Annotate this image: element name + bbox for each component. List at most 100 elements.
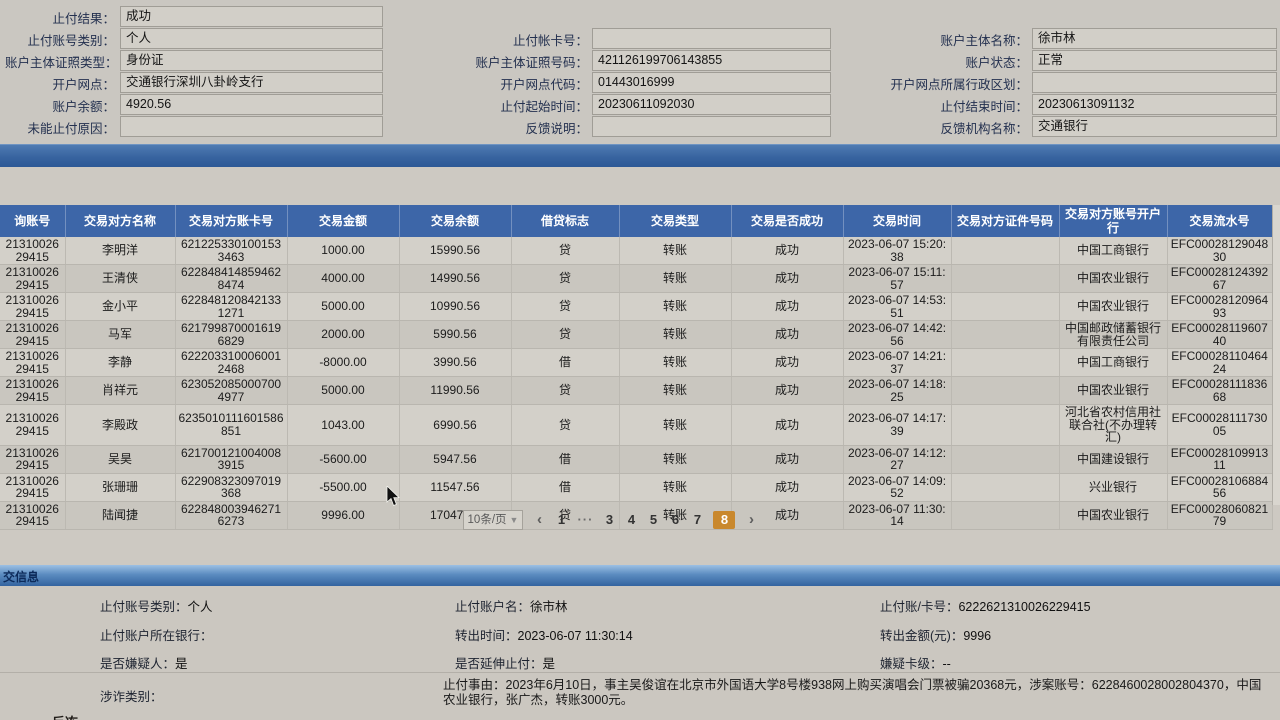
cell-amount: 4000.00 <box>287 264 400 293</box>
cell-party-bank: 中国工商银行 <box>1059 237 1168 265</box>
cell-serial: EFC0002810991311 <box>1167 445 1273 474</box>
cell-balance: 11547.56 <box>399 473 512 502</box>
field-value: 徐市林 <box>530 600 568 614</box>
table-row[interactable]: 2131002629415 李殿政 6235010111601586851 10… <box>0 404 1273 446</box>
cell-success: 成功 <box>731 501 844 530</box>
chevron-down-icon: ▼ <box>509 514 519 525</box>
transaction-table: 询账号 交易对方名称 交易对方账卡号 交易金额 交易余额 借贷标志 交易类型 交… <box>0 205 1273 530</box>
balance-field: 4920.56 <box>120 94 383 115</box>
cell-serial: EFC0002806082179 <box>1167 501 1273 530</box>
detail-card-no: 止付账/卡号：6222621310026229415 <box>880 596 1091 615</box>
cell-party-cert <box>951 473 1060 502</box>
cell-time: 2023-06-07 14:21:37 <box>843 348 952 377</box>
field-value: 4920.56 <box>126 97 172 111</box>
cell-serial: EFC0002811183668 <box>1167 376 1273 405</box>
cell-account: 2131002629415 <box>0 501 66 530</box>
cell-party-cert <box>951 320 1060 349</box>
cell-type: 转账 <box>619 404 732 446</box>
detail-section-bar: 交信息 <box>0 565 1280 586</box>
field-label: 嫌疑卡级： <box>880 657 943 671</box>
cell-party-name: 马军 <box>65 320 176 349</box>
page-item[interactable]: 7 <box>693 512 702 527</box>
field-value: 正常 <box>1038 53 1064 67</box>
field-label: 反馈机构名称： <box>940 122 1028 136</box>
cell-amount: 5000.00 <box>287 376 400 405</box>
cell-time: 2023-06-07 11:30:14 <box>843 501 952 530</box>
account-category-field: 个人 <box>120 28 383 49</box>
cell-balance: 5990.56 <box>399 320 512 349</box>
table-row[interactable]: 2131002629415 张珊珊 622908323097019368 -55… <box>0 473 1273 502</box>
form-row: 开户网点： 交通银行深圳八卦岭支行 开户网点代码： 01443016999 开户… <box>0 71 1280 93</box>
cell-party-card: 6222033100060012468 <box>175 348 288 377</box>
cell-balance: 15990.56 <box>399 237 512 265</box>
page-item[interactable]: ··· <box>577 512 594 527</box>
page-size-select[interactable]: 10条/页 ▼ <box>462 510 524 530</box>
cell-serial: EFC0002812904830 <box>1167 237 1273 265</box>
detail-divider <box>0 672 1280 673</box>
cell-party-card: 6235010111601586851 <box>175 404 288 446</box>
page-item[interactable]: 1 <box>557 512 566 527</box>
table-scrollbar[interactable] <box>1272 205 1280 505</box>
page-item[interactable]: ‹ <box>536 511 542 528</box>
page-item[interactable]: 8 <box>713 511 736 529</box>
table-row[interactable]: 2131002629415 李明洋 6212253301001533463 10… <box>0 237 1273 265</box>
field-label: 止付账户所在银行： <box>100 629 213 643</box>
stop-payment-result-form: 止付结果： 成功 止付账号类别： 个人 止付帐卡号： 账户主体名称： 徐市林 账… <box>0 0 1280 145</box>
page-item[interactable]: › <box>748 511 754 528</box>
cell-amount: 1000.00 <box>287 237 400 265</box>
table-row[interactable]: 2131002629415 金小平 6228481208421331271 50… <box>0 292 1273 321</box>
cell-account: 2131002629415 <box>0 445 66 474</box>
cell-party-card: 6228480039462716273 <box>175 501 288 530</box>
page-item[interactable]: 4 <box>627 512 636 527</box>
page-item[interactable]: 6 <box>671 512 680 527</box>
cell-amount: -5500.00 <box>287 473 400 502</box>
table-header: 询账号 交易对方名称 交易对方账卡号 交易金额 交易余额 借贷标志 交易类型 交… <box>0 205 1273 237</box>
table-row[interactable]: 2131002629415 肖祥元 6230520850007004977 50… <box>0 376 1273 405</box>
field-value: 421126199706143855 <box>598 53 723 67</box>
cell-party-bank: 中国建设银行 <box>1059 445 1168 474</box>
cell-party-card: 6228484148594628474 <box>175 264 288 293</box>
column-header: 交易流水号 <box>1167 205 1273 237</box>
page-size-label: 10条/页 <box>467 513 507 526</box>
table-row[interactable]: 2131002629415 吴昊 6217001210040083915 -56… <box>0 445 1273 474</box>
field-value: 是 <box>542 657 556 671</box>
field-value: 交通银行深圳八卦岭支行 <box>126 75 264 89</box>
cell-serial: EFC0002811046424 <box>1167 348 1273 377</box>
account-status-field: 正常 <box>1032 50 1277 71</box>
column-header: 交易类型 <box>619 205 732 237</box>
detail-account-name: 止付账户名：徐市林 <box>455 596 568 615</box>
detail-section-title: 交信息 <box>3 570 40 584</box>
field-value: 20230611092030 <box>598 97 695 111</box>
field-label: 账户主体名称： <box>940 34 1028 48</box>
column-header: 交易是否成功 <box>731 205 844 237</box>
cell-success: 成功 <box>731 264 844 293</box>
cell-drcr: 借 <box>511 348 620 377</box>
table-row[interactable]: 2131002629415 王清侠 6228484148594628474 40… <box>0 264 1273 293</box>
cell-party-card: 6217998700016196829 <box>175 320 288 349</box>
field-value: 身份证 <box>126 53 164 67</box>
cert-type-field: 身份证 <box>120 50 383 71</box>
feedback-org-field: 交通银行 <box>1032 116 1277 137</box>
cell-party-cert <box>951 237 1060 265</box>
subject-name-field: 徐市林 <box>1032 28 1277 49</box>
cell-success: 成功 <box>731 404 844 446</box>
stop-payment-detail-panel: 止付账号类别：个人 止付账户名：徐市林 止付账/卡号：6222621310026… <box>0 586 1280 720</box>
field-label: 止付事由： <box>443 678 506 692</box>
table-row[interactable]: 2131002629415 马军 6217998700016196829 200… <box>0 320 1273 349</box>
cell-amount: 2000.00 <box>287 320 400 349</box>
cell-drcr: 贷 <box>511 292 620 321</box>
column-header: 交易余额 <box>399 205 512 237</box>
cell-account: 2131002629415 <box>0 320 66 349</box>
cell-drcr: 贷 <box>511 320 620 349</box>
cell-party-name: 王清侠 <box>65 264 176 293</box>
field-label: 是否延伸止付： <box>455 657 543 671</box>
page-item[interactable]: 3 <box>605 512 614 527</box>
table-row[interactable]: 2131002629415 李静 6222033100060012468 -80… <box>0 348 1273 377</box>
field-label: 止付账号类别： <box>27 34 115 48</box>
cell-time: 2023-06-07 14:42:56 <box>843 320 952 349</box>
cell-party-bank: 中国农业银行 <box>1059 264 1168 293</box>
field-label: 是否嫌疑人： <box>100 657 176 671</box>
cell-drcr: 贷 <box>511 404 620 446</box>
cell-account: 2131002629415 <box>0 473 66 502</box>
page-item[interactable]: 5 <box>649 512 658 527</box>
